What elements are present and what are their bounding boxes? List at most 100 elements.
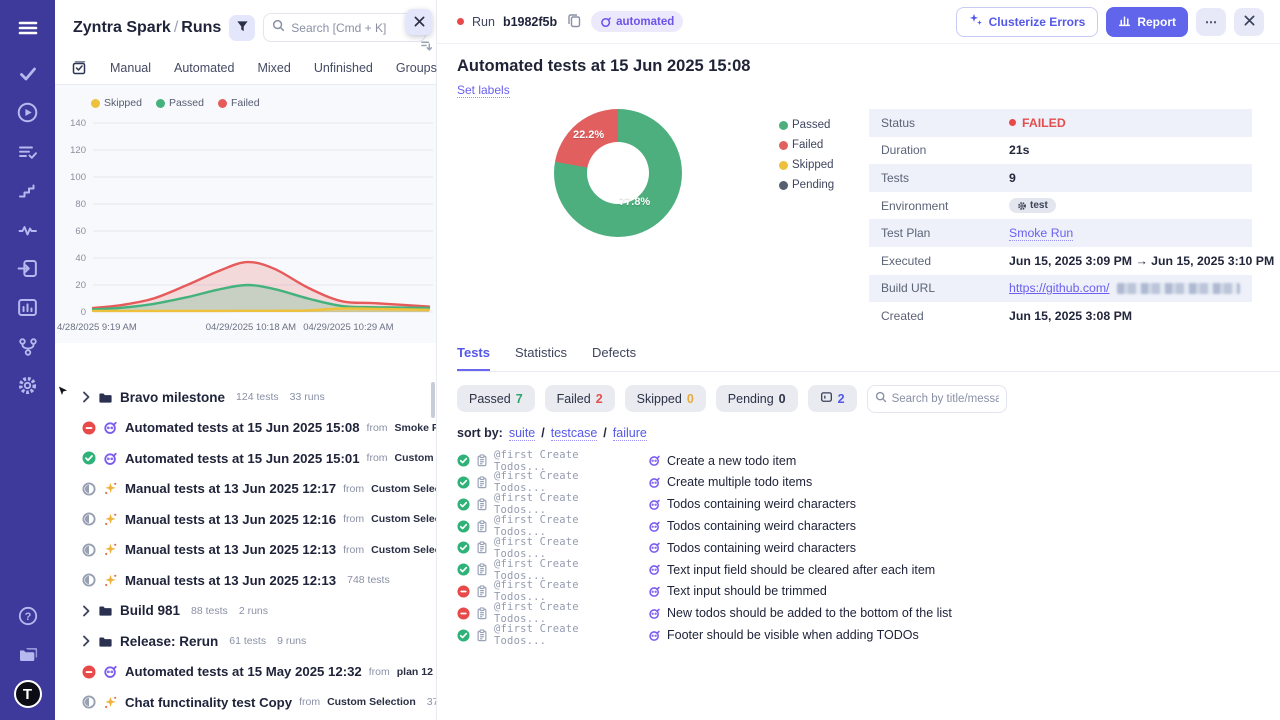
chevron-right-icon[interactable] (82, 635, 91, 647)
tests-search[interactable] (867, 385, 1007, 413)
test-row[interactable]: @first Create Todos...Text input should … (457, 581, 1280, 603)
test-plan-link[interactable]: Smoke Run (1009, 226, 1073, 241)
test-title[interactable]: New todos should be added to the bottom … (667, 606, 952, 620)
tab-manual[interactable]: Manual (110, 61, 151, 75)
filter-passed-chip[interactable]: Passed7 (457, 385, 535, 412)
tab-statistics[interactable]: Statistics (515, 345, 567, 371)
tab-tests[interactable]: Tests (457, 345, 490, 371)
test-row[interactable]: @first Create Todos...Create a new todo … (457, 450, 1280, 472)
test-title[interactable]: Todos containing weird characters (667, 497, 856, 511)
runs-search-input[interactable] (291, 21, 417, 35)
test-title[interactable]: Footer should be visible when adding TOD… (667, 628, 919, 642)
sort-by-failure[interactable]: failure (613, 426, 647, 441)
folder-row[interactable]: Bravo milestone 124 tests 33 runs (55, 382, 436, 413)
build-url-link[interactable]: https://github.com/ (1009, 281, 1109, 295)
tab-defects[interactable]: Defects (592, 345, 636, 371)
tests-count-value: 9 (1009, 171, 1016, 185)
test-row[interactable]: @first Create Todos...Todos containing w… (457, 493, 1280, 515)
run-summary: 22.2% 77.8% Passed Failed Skipped Pendin… (457, 107, 1280, 330)
legend-passed: Passed (156, 97, 204, 109)
select-all-icon[interactable] (71, 60, 87, 76)
filter-pending-chip[interactable]: Pending0 (716, 385, 798, 412)
run-row[interactable]: Automated tests at 15 Jun 2025 15:01 fro… (55, 443, 436, 474)
sort-by-suite[interactable]: suite (509, 426, 535, 441)
run-row[interactable]: Manual tests at 13 Jun 2025 12:17 from C… (55, 474, 436, 505)
chevron-right-icon[interactable] (82, 605, 91, 617)
tab-groups[interactable]: Groups (396, 61, 437, 75)
scrollbar-thumb[interactable] (431, 382, 435, 418)
run-row[interactable]: Chat functinality test Copy from Custom … (55, 687, 436, 718)
folder-row[interactable]: Release: Rerun 61 tests 9 runs (55, 626, 436, 657)
sidebar-item-import[interactable] (13, 255, 43, 285)
check-icon (17, 63, 39, 88)
set-labels-link[interactable]: Set labels (457, 83, 510, 98)
passed-dot-icon (156, 99, 165, 108)
test-row[interactable]: @first Create Todos...Todos containing w… (457, 537, 1280, 559)
sidebar-item-branches[interactable] (13, 333, 43, 363)
test-title[interactable]: Create multiple todo items (667, 475, 812, 489)
tests-search-input[interactable] (892, 393, 999, 405)
test-title[interactable]: Text input should be trimmed (667, 584, 827, 598)
breadcrumb: Zyntra Spark/Runs (73, 19, 221, 37)
filter-comments-chip[interactable]: 2 (808, 385, 857, 412)
run-row[interactable]: Manual tests at 13 Jun 2025 12:13 748 te… (55, 565, 436, 596)
status-pending-icon (82, 573, 96, 587)
projects-button[interactable] (13, 641, 43, 671)
sidebar-item-suites[interactable] (13, 138, 43, 168)
sort-by-testcase[interactable]: testcase (551, 426, 598, 441)
run-row[interactable]: Automated tests at 15 May 2025 12:32 fro… (55, 657, 436, 688)
sidebar-item-settings[interactable] (13, 372, 43, 402)
test-row[interactable]: @first Create Todos... Create multiple to… (457, 472, 1280, 494)
test-title[interactable]: Create a new todo item (667, 454, 796, 468)
collapse-icon[interactable] (420, 39, 433, 57)
test-row[interactable]: @first Create Todos...Todos containing w… (457, 515, 1280, 537)
tab-unfinished[interactable]: Unfinished (314, 61, 373, 75)
report-button[interactable]: Report (1106, 7, 1188, 37)
filter-skipped-chip[interactable]: Skipped0 (625, 385, 706, 412)
filter-button[interactable] (229, 15, 255, 41)
more-button[interactable]: ⋯ (1196, 8, 1226, 36)
sidebar-item-tests[interactable] (13, 60, 43, 90)
area-chart: 0204060801001201404/28/2025 9:19 AM04/29… (55, 111, 435, 336)
test-row[interactable]: @first Create Todos...Footer should be v… (457, 624, 1280, 646)
menu-button[interactable] (13, 14, 43, 44)
tab-automated[interactable]: Automated (174, 61, 234, 75)
test-row[interactable]: @first Create Todos...New todos should b… (457, 602, 1280, 624)
breadcrumb-project[interactable]: Zyntra Spark (73, 19, 171, 36)
test-suite: @first Create Todos... (494, 470, 636, 494)
run-row[interactable]: Manual tests at 13 Jun 2025 12:16 from C… (55, 504, 436, 535)
clusterize-errors-button[interactable]: Clusterize Errors (956, 7, 1099, 37)
automated-badge[interactable]: automated (591, 11, 683, 32)
app-logo[interactable]: T (14, 680, 42, 708)
legend-pending: Pending (779, 179, 869, 191)
sidebar-bottom: ? T (13, 602, 43, 708)
copy-run-id-button[interactable] (565, 11, 583, 33)
test-title[interactable]: Todos containing weird characters (667, 519, 856, 533)
automated-icon (648, 520, 661, 533)
play-circle-icon (16, 101, 39, 127)
panel-close-button[interactable] (406, 9, 432, 35)
comment-icon (820, 391, 833, 407)
tab-mixed[interactable]: Mixed (257, 61, 290, 75)
folder-row[interactable]: Build 981 88 tests 2 runs (55, 596, 436, 627)
folders-icon (16, 643, 40, 670)
svg-text:120: 120 (70, 145, 86, 156)
close-run-button[interactable] (1234, 8, 1264, 36)
manual-icon (103, 695, 118, 710)
filter-failed-chip[interactable]: Failed2 (545, 385, 615, 412)
test-title[interactable]: Text input field should be cleared after… (667, 563, 935, 577)
test-row[interactable]: @first Create Todos...Text input field s… (457, 559, 1280, 581)
sidebar-item-analytics[interactable] (13, 294, 43, 324)
sidebar-item-milestones[interactable] (13, 177, 43, 207)
environment-badge[interactable]: test (1009, 198, 1056, 213)
detail-row-build-url: Build URL https://github.com/ (869, 275, 1252, 303)
help-button[interactable]: ? (13, 602, 43, 632)
test-title[interactable]: Todos containing weird characters (667, 541, 856, 555)
chevron-right-icon[interactable] (82, 391, 91, 403)
runs-search[interactable] (263, 13, 426, 42)
run-row[interactable]: Manual tests at 13 Jun 2025 12:13 from C… (55, 535, 436, 566)
sidebar-item-pulse[interactable] (13, 216, 43, 246)
run-id: b1982f5b (503, 15, 557, 29)
run-row[interactable]: Automated tests at 15 Jun 2025 15:08 fro… (55, 413, 436, 444)
sidebar-item-runs[interactable] (13, 99, 43, 129)
